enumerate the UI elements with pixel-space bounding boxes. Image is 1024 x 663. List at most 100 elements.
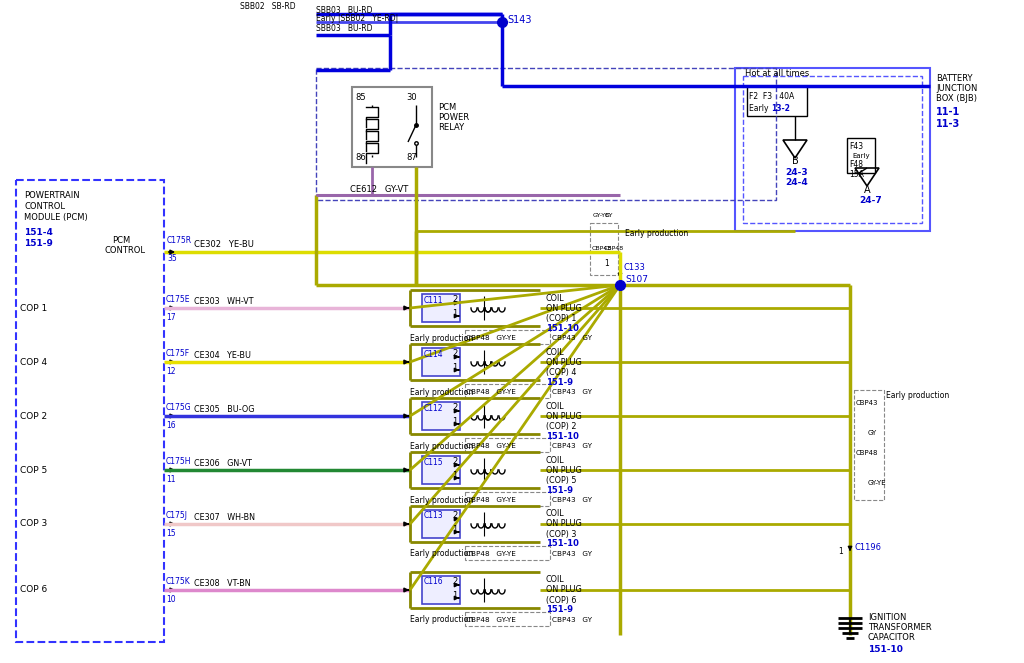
- Text: 151-9: 151-9: [24, 239, 53, 247]
- Text: CBP48   GY-YE: CBP48 GY-YE: [466, 497, 516, 503]
- Text: COP 2: COP 2: [20, 412, 47, 420]
- Bar: [465, 612, 550, 626]
- Text: SBB02   SB-RD: SBB02 SB-RD: [240, 1, 296, 11]
- Text: 1: 1: [452, 591, 458, 599]
- Text: GY-YE: GY-YE: [868, 480, 887, 486]
- Text: 2: 2: [452, 511, 458, 520]
- Text: BATTERY: BATTERY: [936, 74, 973, 82]
- Text: F2  F3   40A: F2 F3 40A: [749, 91, 795, 101]
- Text: JUNCTION: JUNCTION: [936, 84, 977, 93]
- Text: POWER: POWER: [438, 113, 469, 121]
- Text: COP 6: COP 6: [20, 585, 47, 595]
- Text: 86: 86: [355, 152, 366, 162]
- Text: 151-4: 151-4: [24, 227, 53, 237]
- Text: CAPACITOR: CAPACITOR: [868, 634, 915, 642]
- Text: Early production: Early production: [886, 391, 949, 400]
- Text: CBP43   GY: CBP43 GY: [552, 389, 592, 395]
- Text: S107: S107: [625, 274, 648, 284]
- Text: CE307   WH-BN: CE307 WH-BN: [194, 512, 255, 522]
- Text: 1: 1: [604, 259, 608, 267]
- Text: Early: Early: [749, 103, 771, 113]
- Text: F43: F43: [849, 141, 863, 151]
- Text: CBP48: CBP48: [604, 245, 624, 251]
- Text: CBP43   GY: CBP43 GY: [552, 443, 592, 449]
- Text: GY: GY: [868, 430, 878, 436]
- Text: 24-7: 24-7: [859, 196, 882, 204]
- Text: CE306   GN-VT: CE306 GN-VT: [194, 459, 252, 467]
- Text: GY-YE: GY-YE: [593, 213, 610, 217]
- Text: IGNITION: IGNITION: [868, 613, 906, 623]
- Bar: [465, 546, 550, 560]
- Text: SBB03   BU-RD: SBB03 BU-RD: [316, 5, 373, 15]
- Text: 1: 1: [452, 416, 458, 426]
- Text: Early |SBB02   YE-RD|: Early |SBB02 YE-RD|: [316, 13, 398, 23]
- Text: C175G: C175G: [166, 402, 191, 412]
- Text: CONTROL: CONTROL: [104, 245, 145, 255]
- Text: CBP43   GY: CBP43 GY: [552, 617, 592, 623]
- Text: 1: 1: [452, 363, 458, 371]
- Text: C175E: C175E: [166, 294, 190, 304]
- Text: Early production: Early production: [410, 495, 473, 505]
- Text: C112: C112: [424, 404, 443, 412]
- Bar: [422, 348, 460, 376]
- Text: 151-10: 151-10: [546, 324, 579, 333]
- Text: COIL: COIL: [546, 455, 564, 465]
- Text: ON PLUG: ON PLUG: [546, 465, 582, 475]
- Text: 2: 2: [452, 402, 458, 412]
- Text: 10: 10: [166, 595, 176, 603]
- Text: PCM: PCM: [112, 235, 130, 245]
- Text: CBP48   GY-YE: CBP48 GY-YE: [466, 617, 516, 623]
- Bar: [422, 456, 460, 484]
- Text: ON PLUG: ON PLUG: [546, 412, 582, 420]
- Text: CBP48   GY-YE: CBP48 GY-YE: [466, 443, 516, 449]
- Text: COP 1: COP 1: [20, 304, 47, 312]
- Text: C113: C113: [424, 511, 443, 520]
- Text: SBB03   BU-RD: SBB03 BU-RD: [316, 23, 373, 32]
- Text: (COP) 4: (COP) 4: [546, 367, 577, 377]
- Text: (COP) 5: (COP) 5: [546, 475, 577, 485]
- Text: A: A: [864, 185, 870, 195]
- Text: CBP48   GY-YE: CBP48 GY-YE: [466, 551, 516, 557]
- Text: B: B: [792, 156, 799, 166]
- Text: 1: 1: [838, 548, 843, 556]
- Bar: [465, 438, 550, 452]
- Bar: [16, 180, 164, 642]
- Text: RELAY: RELAY: [438, 123, 464, 131]
- Text: COP 3: COP 3: [20, 520, 47, 528]
- Text: 16: 16: [166, 420, 176, 430]
- Text: GY: GY: [605, 213, 613, 217]
- Text: 85: 85: [355, 93, 366, 101]
- Bar: [422, 510, 460, 538]
- Text: 11-3: 11-3: [936, 119, 961, 129]
- Text: 1: 1: [452, 471, 458, 479]
- Text: C175J: C175J: [166, 511, 188, 520]
- Text: CE612   GY-VT: CE612 GY-VT: [350, 184, 409, 194]
- Text: CBP48   GY-YE: CBP48 GY-YE: [466, 389, 516, 395]
- Text: 24-4: 24-4: [785, 178, 808, 186]
- Text: COP 4: COP 4: [20, 357, 47, 367]
- Text: C111: C111: [424, 296, 443, 304]
- Text: CONTROL: CONTROL: [24, 202, 65, 210]
- Bar: [590, 223, 618, 275]
- Text: COIL: COIL: [546, 294, 564, 302]
- Text: COP 5: COP 5: [20, 465, 47, 475]
- Text: CE308   VT-BN: CE308 VT-BN: [194, 579, 251, 587]
- Text: 13-2: 13-2: [771, 103, 790, 113]
- Text: CBP43: CBP43: [592, 245, 612, 251]
- Text: CBP43   GY: CBP43 GY: [552, 497, 592, 503]
- Text: TRANSFORMER: TRANSFORMER: [868, 623, 932, 633]
- Bar: [854, 390, 884, 500]
- Bar: [746, 86, 807, 116]
- Text: 2: 2: [452, 457, 458, 465]
- Text: C175H: C175H: [166, 457, 191, 465]
- Text: 1: 1: [452, 524, 458, 534]
- Bar: [316, 68, 776, 200]
- Bar: [465, 492, 550, 506]
- Text: S143: S143: [507, 15, 531, 25]
- Text: COIL: COIL: [546, 347, 564, 357]
- Text: 30: 30: [406, 93, 417, 101]
- Bar: [465, 330, 550, 344]
- Text: 17: 17: [166, 312, 176, 322]
- Text: Early production: Early production: [410, 615, 473, 625]
- Text: 87: 87: [406, 152, 417, 162]
